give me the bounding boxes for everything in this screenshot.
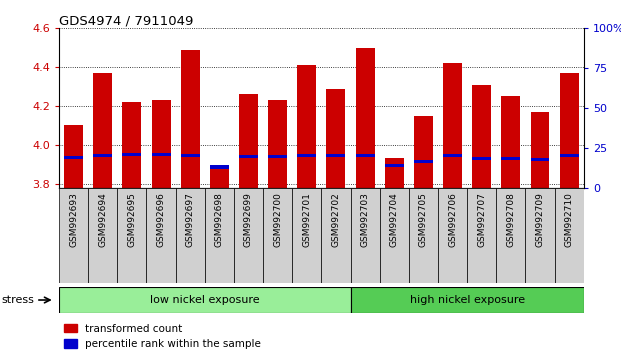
Text: GSM992705: GSM992705 — [419, 193, 428, 247]
Bar — [322, 188, 350, 283]
Bar — [263, 188, 292, 283]
Bar — [268, 155, 287, 158]
Bar — [93, 73, 112, 188]
Text: low nickel exposure: low nickel exposure — [150, 295, 260, 305]
Text: GSM992694: GSM992694 — [98, 193, 107, 247]
Bar — [560, 73, 579, 188]
Bar — [88, 188, 117, 283]
Bar — [59, 188, 88, 283]
Bar — [117, 188, 147, 283]
Bar — [409, 188, 438, 283]
Bar — [467, 188, 496, 283]
Text: GSM992709: GSM992709 — [535, 193, 545, 247]
Bar — [327, 154, 345, 157]
Text: GSM992697: GSM992697 — [186, 193, 194, 247]
Bar — [560, 154, 579, 157]
Bar — [64, 125, 83, 188]
Text: GSM992700: GSM992700 — [273, 193, 282, 247]
Text: GSM992699: GSM992699 — [244, 193, 253, 247]
Bar — [438, 188, 467, 283]
Bar — [327, 88, 345, 188]
Text: GSM992702: GSM992702 — [332, 193, 340, 247]
Text: GSM992701: GSM992701 — [302, 193, 311, 247]
Text: GSM992710: GSM992710 — [564, 193, 574, 247]
Text: GSM992693: GSM992693 — [69, 193, 78, 247]
Bar — [181, 154, 200, 157]
Bar — [205, 188, 234, 283]
Bar — [176, 188, 205, 283]
Bar — [152, 100, 171, 188]
Bar — [181, 50, 200, 188]
Bar — [501, 96, 520, 188]
Bar — [239, 95, 258, 188]
Bar — [59, 287, 350, 313]
Bar — [472, 85, 491, 188]
Bar — [210, 165, 229, 169]
Bar — [152, 153, 171, 156]
Legend: transformed count, percentile rank within the sample: transformed count, percentile rank withi… — [64, 324, 261, 349]
Bar — [385, 159, 404, 188]
Bar — [414, 116, 433, 188]
Bar — [93, 154, 112, 157]
Bar — [122, 102, 142, 188]
Text: GSM992698: GSM992698 — [215, 193, 224, 247]
Bar — [268, 100, 287, 188]
Text: GSM992696: GSM992696 — [156, 193, 166, 247]
Text: GSM992706: GSM992706 — [448, 193, 457, 247]
Bar — [472, 157, 491, 160]
Bar — [297, 154, 316, 157]
Bar — [443, 63, 462, 188]
Bar — [234, 188, 263, 283]
Bar — [297, 65, 316, 188]
Bar — [530, 112, 550, 188]
Text: GSM992704: GSM992704 — [390, 193, 399, 247]
Bar — [379, 188, 409, 283]
Text: GSM992695: GSM992695 — [127, 193, 137, 247]
Bar — [210, 166, 229, 188]
Bar — [292, 188, 322, 283]
Bar — [385, 164, 404, 167]
Text: stress: stress — [1, 295, 34, 305]
Bar — [414, 160, 433, 163]
Bar — [350, 188, 379, 283]
Bar — [496, 188, 525, 283]
Bar — [443, 154, 462, 157]
Text: high nickel exposure: high nickel exposure — [410, 295, 525, 305]
Bar — [147, 188, 176, 283]
Bar — [356, 48, 374, 188]
Bar — [356, 154, 374, 157]
Text: GDS4974 / 7911049: GDS4974 / 7911049 — [59, 14, 193, 27]
Bar — [350, 287, 584, 313]
Bar — [239, 155, 258, 158]
Text: GSM992708: GSM992708 — [506, 193, 515, 247]
Bar — [530, 158, 550, 161]
Text: GSM992707: GSM992707 — [477, 193, 486, 247]
Bar — [555, 188, 584, 283]
Bar — [501, 157, 520, 160]
Bar — [64, 156, 83, 159]
Bar — [122, 153, 142, 156]
Text: GSM992703: GSM992703 — [361, 193, 369, 247]
Bar — [525, 188, 555, 283]
